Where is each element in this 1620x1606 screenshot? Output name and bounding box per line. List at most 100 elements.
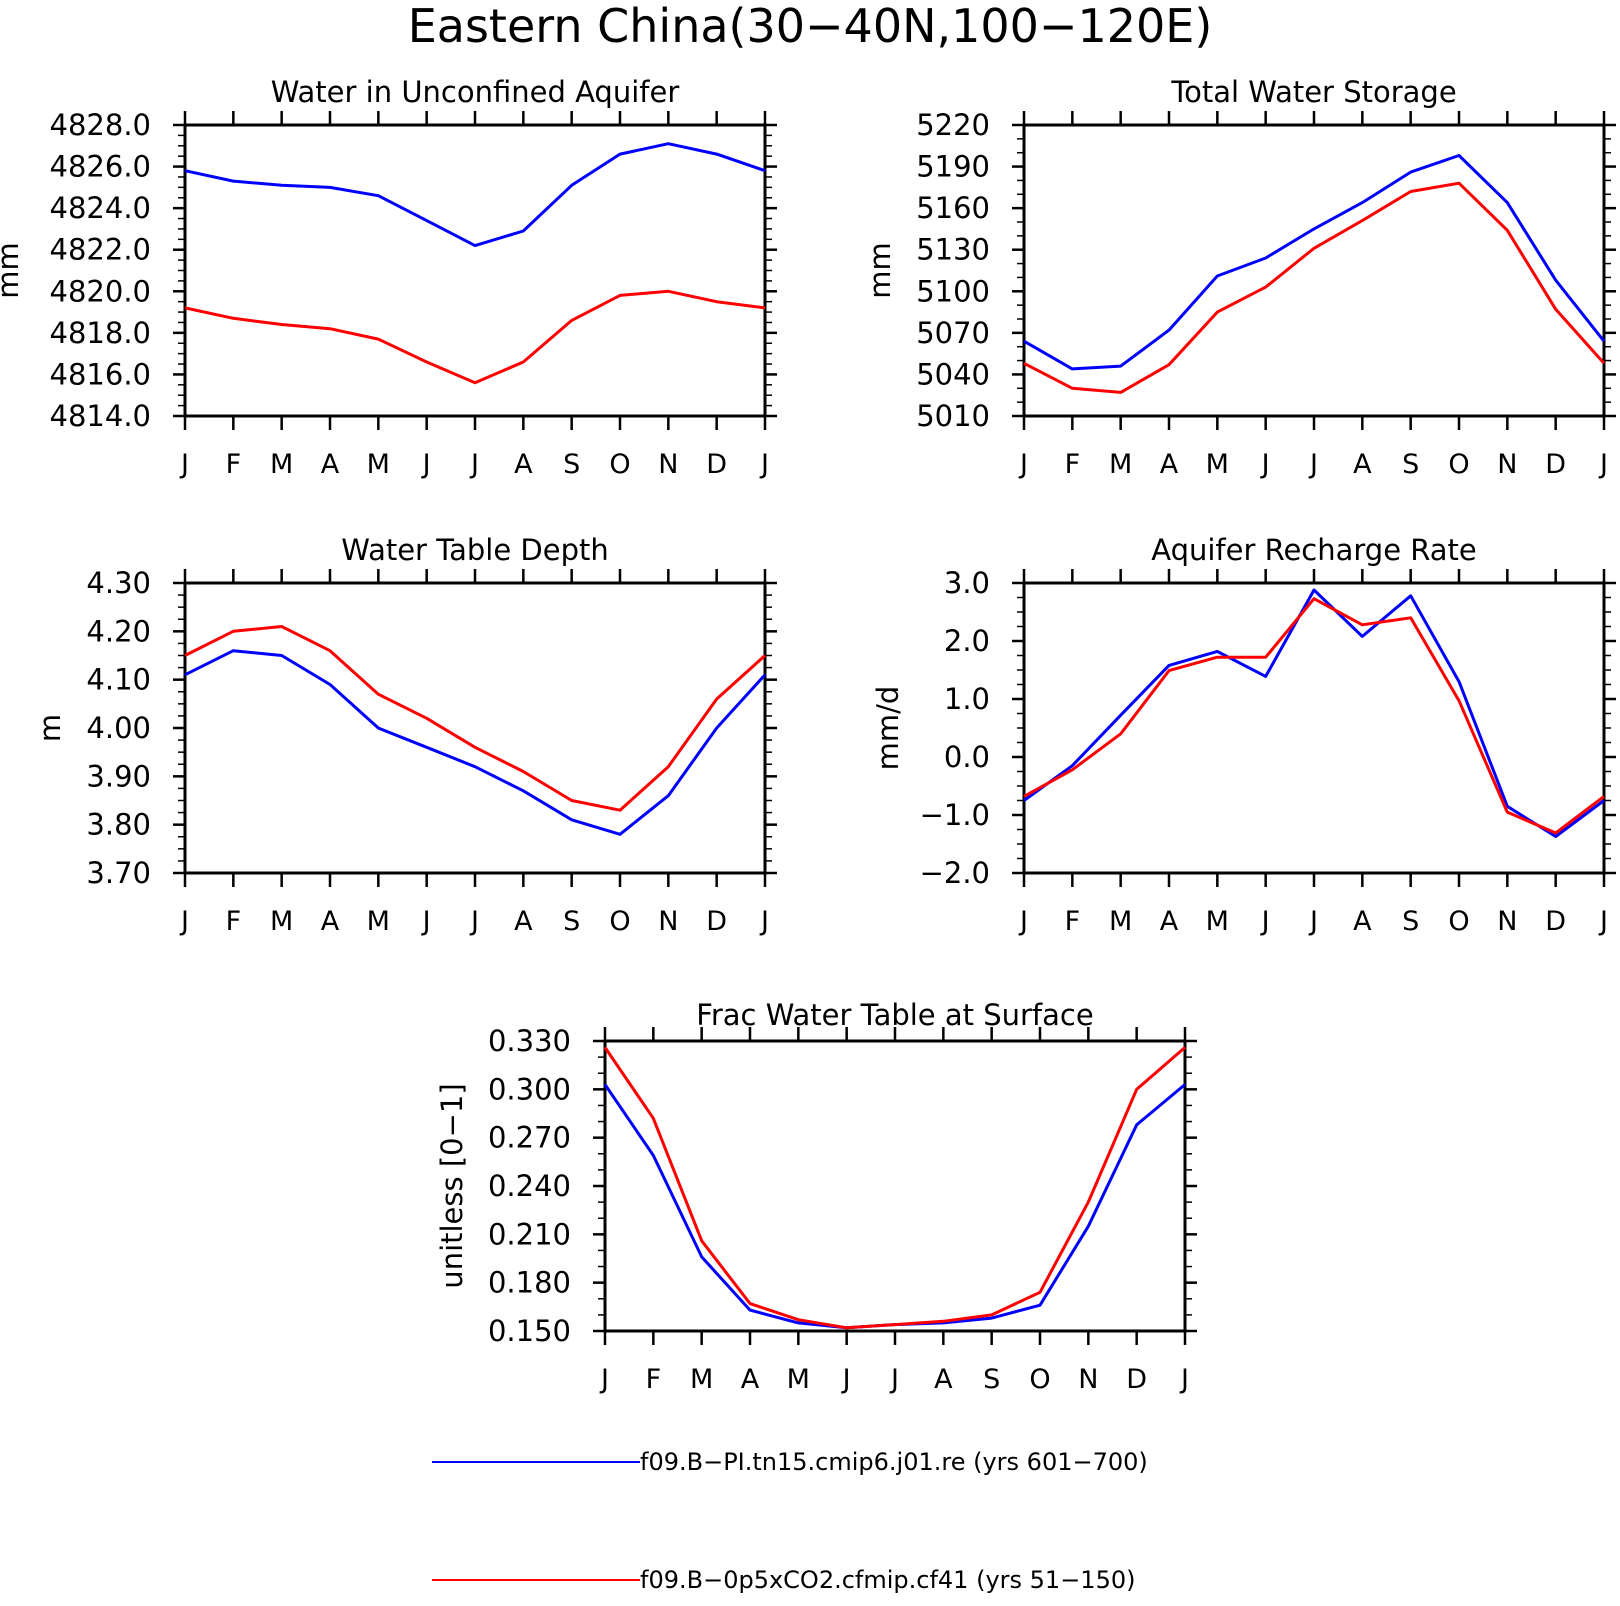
x-tick-label: A [741, 1364, 760, 1395]
chart-title: Aquifer Recharge Rate [1151, 533, 1477, 567]
y-tick-label: 4.00 [86, 711, 151, 745]
x-tick-label: M [1206, 449, 1229, 480]
x-tick-label: J [421, 449, 431, 480]
y-tick-label: 4820.0 [50, 274, 151, 308]
plot-frame [183, 123, 767, 418]
chart-panel-1: Water in Unconfined Aquifer mm 4814.0 4816.… [0, 75, 777, 480]
x-tick-label: N [1497, 449, 1517, 480]
x-tick-label: D [1545, 906, 1566, 937]
y-tick-label: 1.0 [944, 682, 990, 716]
x-tick-label: J [1179, 1364, 1189, 1395]
y-tick-label: 4826.0 [50, 150, 151, 184]
x-tick-label: O [609, 449, 630, 480]
series-line-2 [184, 625, 767, 812]
x-tick-label: S [1402, 906, 1419, 937]
y-tick-label: 3.0 [944, 566, 990, 600]
y-tick-label: 4828.0 [50, 108, 151, 142]
x-tick-label: D [1126, 1364, 1147, 1395]
x-tick-label: N [658, 906, 678, 937]
legend-label: f09.B−PI.tn15.cmip6.j01.re (yrs 601−700) [640, 1448, 1148, 1476]
series-line-2 [184, 289, 766, 385]
y-tick-label: 0.270 [488, 1121, 571, 1155]
x-tick-label: F [226, 449, 242, 480]
series-line-1 [1023, 154, 1606, 371]
series-line-2 [603, 1046, 1186, 1330]
series-line-1 [603, 1083, 1186, 1330]
y-tick-label: 5100 [916, 274, 990, 308]
x-tick-label: F [226, 906, 242, 937]
x-tick-label: A [1160, 449, 1179, 480]
chart-title: Total Water Storage [1170, 75, 1456, 109]
x-tick-label: A [1160, 906, 1179, 937]
series-line-1 [184, 142, 766, 248]
x-tick-label: D [706, 449, 727, 480]
x-tick-label: A [321, 449, 340, 480]
x-tick-label: D [1545, 449, 1566, 480]
x-tick-label: A [1353, 906, 1372, 937]
x-tick-label: N [1078, 1364, 1098, 1395]
x-tick-label: J [1598, 906, 1608, 937]
y-tick-label: 4816.0 [50, 357, 151, 391]
x-tick-label: J [179, 906, 189, 937]
x-tick-label: O [609, 906, 630, 937]
y-axis-label: mm [863, 242, 897, 299]
x-tick-label: J [841, 1364, 851, 1395]
figure-title: Eastern China(30−40N,100−120E) [408, 0, 1213, 53]
x-tick-label: O [1448, 906, 1469, 937]
chart-panels: Water in Unconfined Aquifer mm 4814.0 4816.… [0, 75, 1616, 1395]
series-line-2 [1023, 181, 1606, 394]
chart-title: Water Table Depth [341, 533, 609, 567]
x-tick-label: F [646, 1364, 662, 1395]
y-tick-label: 3.70 [86, 856, 151, 890]
x-tick-label: J [469, 449, 479, 480]
legend-label: f09.B−0p5xCO2.cfmip.cf41 (yrs 51−150) [640, 1566, 1135, 1594]
x-tick-label: M [270, 906, 293, 937]
legend-item-2: f09.B−0p5xCO2.cfmip.cf41 (yrs 51−150) [432, 1566, 1135, 1594]
x-tick-label: A [514, 449, 533, 480]
y-axis-label: m [33, 714, 67, 742]
x-tick-label: J [469, 906, 479, 937]
plot-frame [1022, 123, 1606, 418]
y-tick-label: 0.150 [488, 1314, 571, 1348]
chart-panel-3: Water Table Depth m 3.70 3.80 3.90 4.00 4.10 4.… [33, 533, 777, 937]
plot-frame [1022, 581, 1606, 875]
x-tick-label: M [367, 906, 390, 937]
legend-item-1: f09.B−PI.tn15.cmip6.j01.re (yrs 601−700) [432, 1448, 1148, 1476]
x-tick-label: J [1308, 906, 1318, 937]
chart-panel-2: Total Water Storage mm 5010 5040 5070 5100 513… [863, 75, 1616, 480]
y-tick-label: 4822.0 [50, 233, 151, 267]
x-tick-label: J [1260, 906, 1270, 937]
y-tick-label: 2.0 [944, 624, 990, 658]
y-tick-label: 0.330 [488, 1024, 571, 1058]
x-tick-label: O [1029, 1364, 1050, 1395]
y-tick-label: −2.0 [920, 856, 990, 890]
x-tick-label: A [1353, 449, 1372, 480]
y-tick-label: −1.0 [920, 798, 990, 832]
x-tick-label: J [1018, 906, 1028, 937]
series-line-1 [184, 649, 767, 836]
chart-title: Water in Unconfined Aquifer [271, 75, 680, 109]
series-line-1 [1023, 588, 1605, 838]
y-tick-label: 4814.0 [50, 399, 151, 433]
chart-panel-5: Frac Water Table at Surface unitless [0−1… [435, 998, 1197, 1395]
x-tick-label: S [983, 1364, 1000, 1395]
legend: f09.B−PI.tn15.cmip6.j01.re (yrs 601−700)… [432, 1448, 1148, 1594]
x-tick-label: F [1065, 449, 1081, 480]
y-tick-label: 3.80 [86, 808, 151, 842]
x-tick-label: M [1206, 906, 1229, 937]
x-tick-label: M [1109, 449, 1132, 480]
x-tick-label: M [690, 1364, 713, 1395]
x-tick-label: J [759, 906, 769, 937]
y-tick-label: 0.300 [488, 1072, 571, 1106]
x-tick-label: S [563, 906, 580, 937]
x-tick-label: M [1109, 906, 1132, 937]
x-tick-label: F [1065, 906, 1081, 937]
x-tick-label: J [599, 1364, 609, 1395]
x-tick-label: M [367, 449, 390, 480]
y-axis-label: mm/d [871, 686, 905, 771]
x-tick-label: D [706, 906, 727, 937]
y-tick-label: 4.30 [86, 566, 151, 600]
y-tick-label: 5190 [916, 150, 990, 184]
x-tick-label: J [421, 906, 431, 937]
